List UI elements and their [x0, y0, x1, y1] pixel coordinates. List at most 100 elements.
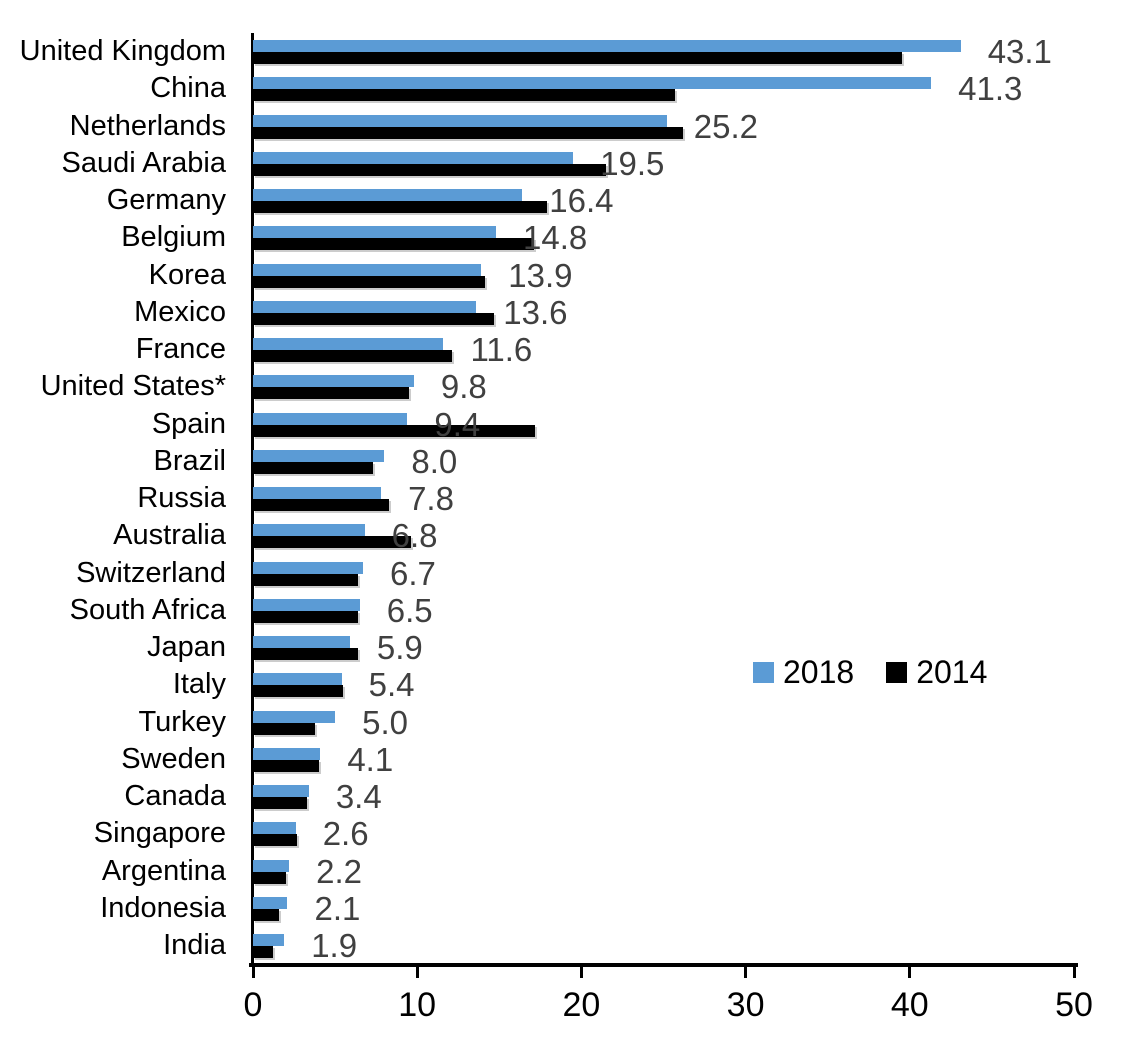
- tick-mark: [744, 967, 748, 978]
- bar-2018: [253, 524, 365, 537]
- value-label: 2.6: [322, 815, 369, 853]
- category-label: Belgium: [121, 221, 226, 254]
- value-label: 1.9: [311, 927, 358, 964]
- bar-2018: [253, 77, 932, 90]
- bar-2018: [253, 598, 360, 611]
- bar-row: 25.2: [253, 108, 1074, 145]
- bar-2014: [253, 648, 359, 660]
- value-label: 4.1: [347, 740, 394, 778]
- bar-2014: [253, 201, 547, 213]
- value-label: 6.7: [390, 554, 436, 592]
- bar-2018: [253, 487, 382, 499]
- bar-2018: [253, 40, 961, 52]
- bar-2014: [253, 52, 902, 64]
- value-label: 7.8: [408, 480, 454, 517]
- category-label: Brazil: [153, 444, 226, 477]
- bar-row: 5.4: [253, 666, 1074, 703]
- bar-2018: [253, 822, 296, 835]
- bar-2014: [253, 797, 308, 809]
- tick-label: 30: [726, 986, 765, 1024]
- bar-2018: [253, 449, 385, 462]
- category-label: China: [150, 72, 226, 105]
- value-label: 19.5: [600, 144, 665, 182]
- category-label: Canada: [124, 780, 226, 812]
- value-label: 13.6: [503, 293, 568, 331]
- category-label: Turkey: [138, 705, 226, 738]
- bar-2014: [253, 499, 390, 511]
- bar-2018: [253, 338, 444, 350]
- value-label: 5.0: [362, 703, 408, 741]
- category-label: United States*: [40, 370, 226, 403]
- value-label: 5.4: [368, 666, 415, 704]
- bar-row: 6.7: [253, 555, 1074, 592]
- bar-2014: [253, 89, 675, 102]
- value-label: 9.4: [434, 405, 481, 443]
- tick-mark: [1072, 967, 1076, 978]
- category-label: Mexico: [134, 295, 226, 328]
- bar-row: 2.2: [253, 853, 1074, 890]
- category-label: Australia: [113, 519, 226, 552]
- bar-2018: [253, 785, 309, 797]
- bar-row: 7.8: [253, 480, 1074, 517]
- bar-row: 41.3: [253, 70, 1074, 107]
- category-label: Singapore: [93, 817, 226, 850]
- legend: 2018 2014: [753, 650, 987, 694]
- bar-2018: [253, 896, 288, 909]
- bar-row: 5.0: [253, 704, 1074, 741]
- tick-label: 20: [562, 986, 601, 1024]
- bar-row: 8.0: [253, 443, 1074, 480]
- legend-label-2018: 2018: [783, 654, 855, 690]
- category-label: Spain: [151, 407, 226, 440]
- tick-label: 50: [1055, 986, 1093, 1024]
- category-label: Sweden: [121, 742, 226, 775]
- category-label: India: [163, 929, 226, 961]
- y-axis-line: [251, 33, 254, 965]
- value-label: 9.8: [440, 368, 487, 406]
- bar-row: 5.9: [253, 629, 1074, 666]
- category-label: Switzerland: [76, 556, 226, 589]
- value-label: 2.1: [314, 889, 361, 927]
- bar-2014: [253, 461, 373, 474]
- bar-2014: [253, 536, 411, 549]
- bar-2014: [253, 350, 452, 362]
- bar-2014: [253, 759, 319, 772]
- tick-label: 0: [243, 986, 263, 1024]
- category-label: Japan: [146, 631, 226, 663]
- tick-label: 40: [890, 986, 929, 1024]
- bar-row: 3.4: [253, 778, 1074, 815]
- legend-swatch-2018: [753, 661, 774, 683]
- bar-2018: [253, 934, 285, 946]
- bar-row: 16.4: [253, 182, 1074, 219]
- bar-row: 14.8: [253, 219, 1074, 256]
- bar-2018: [253, 636, 350, 648]
- bar-2018: [253, 710, 336, 723]
- bar-row: 6.8: [253, 517, 1074, 554]
- bar-2014: [253, 722, 316, 735]
- category-label: Argentina: [101, 854, 226, 887]
- bar-2018: [253, 114, 667, 127]
- bar-2018: [253, 375, 414, 388]
- bar-2014: [253, 163, 607, 176]
- category-label: Korea: [148, 258, 226, 291]
- bar-2018: [253, 226, 497, 239]
- value-label: 6.8: [391, 517, 438, 555]
- bar-2014: [253, 424, 536, 437]
- bar-row: 6.5: [253, 592, 1074, 629]
- category-label: Russia: [137, 482, 226, 514]
- bar-2014: [253, 312, 495, 325]
- bar-2014: [253, 387, 409, 400]
- bar-2018: [253, 263, 482, 276]
- category-label: Netherlands: [69, 109, 226, 142]
- bar-2018: [253, 300, 477, 313]
- bar-2018: [253, 151, 574, 164]
- bar-row: 4.1: [253, 741, 1074, 778]
- bar-row: 9.4: [253, 406, 1074, 443]
- tick-mark: [908, 967, 912, 978]
- value-label: 41.3: [958, 70, 1023, 108]
- bar-2014: [253, 834, 298, 847]
- category-label: France: [135, 333, 226, 365]
- value-label: 43.1: [987, 33, 1052, 70]
- tick-mark: [579, 967, 583, 978]
- bar-row: 9.8: [253, 368, 1074, 405]
- bar-row: 43.1: [253, 33, 1074, 70]
